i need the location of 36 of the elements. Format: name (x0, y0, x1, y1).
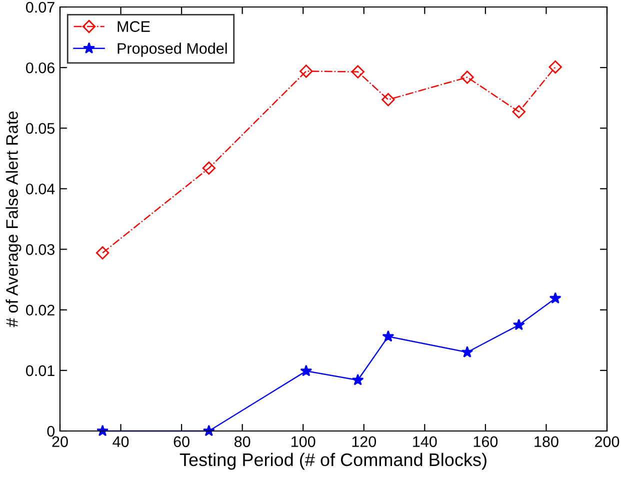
x-tick-label: 80 (234, 436, 250, 448)
point (96, 246, 110, 260)
y-tick-label: 0.01 (26, 365, 54, 376)
legend-label: Proposed Model (118, 42, 227, 57)
y-tick-label: 0.06 (26, 62, 54, 74)
point (512, 105, 526, 118)
x-tick-label: 160 (474, 436, 498, 448)
point (300, 64, 313, 78)
x-tick-label: 120 (352, 436, 376, 448)
x-tick-label: 180 (534, 436, 558, 448)
point (461, 346, 474, 358)
y-tick-label: 0.04 (26, 184, 55, 194)
point (460, 70, 474, 84)
x-tick-label: 100 (292, 436, 316, 448)
y-tick-label: 0 (47, 426, 55, 437)
x-tick-label: 60 (174, 436, 190, 448)
point (351, 65, 364, 78)
y-tick-label: 0.02 (26, 304, 54, 316)
point (549, 292, 562, 304)
point (382, 93, 395, 106)
point (382, 330, 394, 342)
y-tick-label: 0.07 (26, 2, 54, 13)
x-tick-label: 20 (52, 436, 68, 448)
legend-label: MCE (118, 21, 150, 32)
y-tick-label: 0.05 (26, 123, 54, 134)
x-tick-label: 200 (595, 436, 620, 448)
x-tick-label: 140 (413, 436, 437, 448)
x-axis-title: Testing Period (# of Command Blocks) (180, 452, 486, 470)
point (300, 364, 312, 376)
x-tick-label: 40 (112, 436, 129, 448)
point (352, 374, 364, 386)
point (548, 60, 562, 74)
point (512, 318, 525, 330)
y-axis-title: # of Average False Alert Rate (6, 111, 22, 328)
point (202, 162, 216, 175)
y-tick-label: 0.03 (26, 244, 54, 255)
